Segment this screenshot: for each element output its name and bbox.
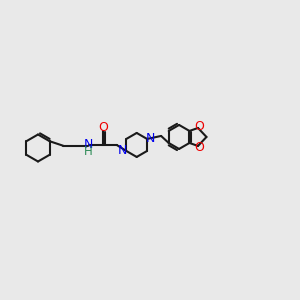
Text: O: O xyxy=(194,141,204,154)
Text: N: N xyxy=(118,144,127,157)
Text: H: H xyxy=(84,145,93,158)
Text: N: N xyxy=(146,132,156,145)
Text: O: O xyxy=(98,121,108,134)
Text: O: O xyxy=(194,120,204,133)
Text: N: N xyxy=(84,138,93,152)
